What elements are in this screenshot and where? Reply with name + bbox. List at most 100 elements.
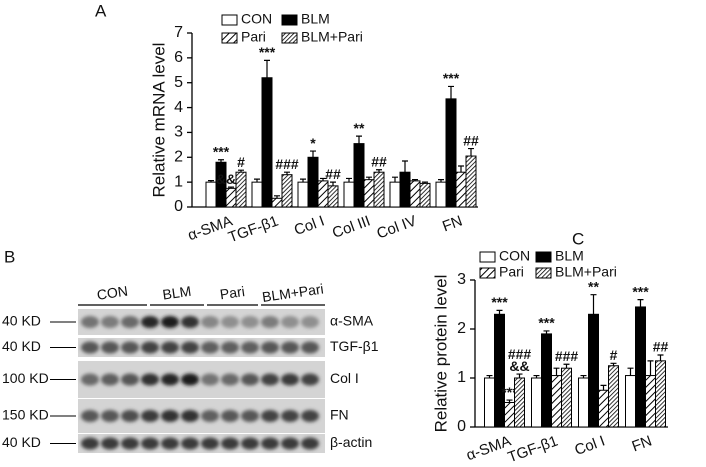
bar <box>419 182 431 208</box>
size-label: 40 KD <box>2 338 41 354</box>
y-tick-label: 7 <box>174 24 183 41</box>
legend-label: BLM <box>555 248 584 264</box>
error-bar <box>274 195 280 199</box>
bar <box>514 377 525 428</box>
significance-label: ### <box>508 346 532 362</box>
group-label: Pari <box>219 283 246 302</box>
error-bar <box>228 186 234 189</box>
error-bar <box>563 363 570 369</box>
legend-label: BLM+Pari <box>555 264 617 280</box>
blot-band <box>261 341 279 354</box>
y-tick-label: 3 <box>457 271 466 288</box>
blot-band <box>221 437 239 450</box>
blot-band <box>261 410 279 422</box>
legend-swatch <box>479 267 496 279</box>
blot-band <box>221 410 239 422</box>
x-tick-label: Col I <box>572 433 607 460</box>
bar <box>455 171 467 208</box>
bar <box>655 360 666 428</box>
error-bar <box>366 176 372 180</box>
size-label: 150 KD <box>2 407 49 423</box>
error-bar <box>458 165 464 173</box>
bar <box>445 98 457 208</box>
bar <box>327 185 339 208</box>
blot-band <box>301 341 319 354</box>
error-bar <box>264 59 270 78</box>
significance-label: *** <box>501 384 518 400</box>
blot-band <box>121 316 139 328</box>
blot-band <box>161 316 179 328</box>
blot-band <box>241 437 259 450</box>
x-tick-label: Col IV <box>375 213 419 243</box>
x-tick-label: Col I <box>292 213 327 240</box>
significance-label: * <box>310 135 316 151</box>
significance-label: ## <box>325 166 341 182</box>
blot-band <box>81 316 99 328</box>
error-bar <box>496 309 503 315</box>
blot-band <box>81 341 99 354</box>
blot-band <box>141 341 159 354</box>
error-bar <box>310 150 316 158</box>
y-tick-label: 1 <box>457 369 466 386</box>
protein-label: TGF-β1 <box>330 338 379 354</box>
legend-swatch <box>281 32 298 44</box>
blot-band <box>301 437 319 450</box>
bar <box>588 313 599 428</box>
blot-band <box>121 437 139 450</box>
significance-label: *** <box>632 283 649 299</box>
error-bar <box>647 360 654 376</box>
x-tick-label: α-SMA <box>464 433 513 465</box>
error-bar <box>590 294 597 315</box>
bar <box>494 313 505 428</box>
blot-band <box>301 373 319 386</box>
error-bar <box>448 85 454 99</box>
error-bar <box>438 179 444 183</box>
x-tick-label: α-SMA <box>186 213 235 245</box>
blot-band <box>181 373 199 386</box>
blot-band <box>281 410 299 422</box>
legend-label: CON <box>499 248 530 264</box>
bar <box>608 365 619 428</box>
panel-label: B <box>4 247 15 266</box>
error-bar <box>580 374 587 378</box>
error-bar <box>402 160 408 173</box>
error-bar <box>637 299 644 307</box>
group-label: CON <box>96 283 129 303</box>
blot-band <box>201 316 219 328</box>
bar <box>625 375 636 428</box>
significance-label: *** <box>259 44 276 60</box>
blot-band <box>281 373 299 386</box>
bar <box>389 181 401 208</box>
size-label: 40 KD <box>2 313 41 329</box>
bar <box>343 181 355 208</box>
y-tick-label: 4 <box>174 99 183 116</box>
legend-swatch <box>479 251 496 263</box>
bar <box>271 197 283 208</box>
significance-label: *** <box>213 143 230 159</box>
error-bar <box>543 330 550 334</box>
error-bar <box>486 374 493 378</box>
bar <box>251 181 263 208</box>
significance-label: *** <box>491 294 508 310</box>
blot-band <box>181 341 199 354</box>
protein-label: α-SMA <box>330 313 374 329</box>
legend-label: CON <box>241 11 272 27</box>
blot-band <box>81 373 99 386</box>
y-tick-label: 6 <box>174 49 183 66</box>
blot-band <box>121 410 139 422</box>
y-tick-label: 5 <box>174 74 183 91</box>
blot-band <box>221 316 239 328</box>
blot-band <box>181 316 199 328</box>
bar <box>551 375 562 428</box>
bar <box>409 180 421 208</box>
error-bar <box>254 178 260 183</box>
blot-band <box>141 373 159 386</box>
blot-band <box>141 437 159 450</box>
bar <box>225 187 237 208</box>
bar <box>635 306 646 428</box>
legend-label: Pari <box>499 264 524 280</box>
y-tick-label: 2 <box>174 149 183 166</box>
bar <box>353 143 365 208</box>
error-bar <box>376 169 382 173</box>
